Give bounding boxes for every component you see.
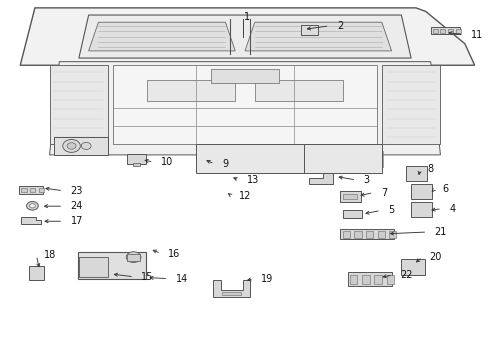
Bar (255, 80, 343, 101)
Bar (433, 29, 438, 33)
Polygon shape (89, 22, 235, 51)
Text: 7: 7 (381, 188, 387, 198)
Bar (411, 184, 432, 199)
Text: 22: 22 (400, 270, 413, 280)
Text: 5: 5 (388, 206, 394, 216)
Bar (29, 266, 44, 280)
Circle shape (81, 142, 91, 149)
Bar (347, 272, 392, 286)
Polygon shape (20, 8, 475, 65)
Bar (387, 275, 394, 284)
Polygon shape (196, 144, 304, 173)
Bar (39, 188, 44, 192)
Polygon shape (382, 65, 441, 144)
Bar (448, 29, 453, 33)
Bar (311, 151, 320, 167)
Bar (221, 292, 241, 296)
Text: 16: 16 (168, 248, 180, 258)
Text: 6: 6 (442, 184, 448, 194)
Bar (127, 254, 141, 261)
Bar (79, 257, 108, 277)
Text: 10: 10 (161, 157, 173, 167)
Text: 4: 4 (449, 204, 455, 214)
Bar (411, 202, 432, 217)
Text: 20: 20 (430, 252, 442, 262)
Bar (19, 186, 43, 194)
Bar (401, 259, 425, 275)
Text: 18: 18 (44, 250, 56, 260)
Text: 19: 19 (261, 274, 273, 284)
Polygon shape (113, 65, 377, 144)
Bar (343, 194, 357, 199)
Text: 24: 24 (71, 201, 83, 211)
Circle shape (126, 252, 141, 262)
Bar (366, 231, 373, 238)
Bar (340, 192, 361, 202)
Bar (78, 252, 147, 279)
Polygon shape (245, 22, 392, 51)
Text: 2: 2 (337, 21, 343, 31)
Text: 17: 17 (71, 216, 83, 226)
Circle shape (63, 139, 80, 152)
Text: 3: 3 (364, 175, 370, 185)
Bar (127, 154, 147, 164)
Polygon shape (304, 144, 382, 173)
Text: 13: 13 (246, 175, 259, 185)
Bar (431, 27, 460, 35)
Bar (343, 231, 350, 238)
Text: 23: 23 (71, 186, 83, 196)
Circle shape (67, 143, 76, 149)
Bar (133, 163, 141, 166)
Bar (389, 231, 396, 238)
Bar (278, 150, 286, 168)
Bar (196, 152, 203, 159)
Bar (441, 29, 445, 33)
Bar (340, 229, 394, 239)
Bar (374, 151, 383, 167)
Bar (30, 188, 35, 192)
Text: 15: 15 (142, 272, 154, 282)
Text: 1: 1 (244, 12, 250, 22)
Polygon shape (79, 15, 411, 58)
Text: 21: 21 (435, 227, 447, 237)
Bar (259, 150, 267, 168)
Bar (301, 25, 319, 35)
Bar (203, 150, 211, 168)
Polygon shape (49, 65, 108, 144)
Bar (374, 275, 382, 284)
Circle shape (26, 202, 38, 210)
Bar (327, 151, 336, 167)
Bar (222, 150, 230, 168)
Bar (377, 231, 385, 238)
Bar (343, 151, 351, 167)
Text: 11: 11 (471, 30, 484, 40)
Bar (406, 166, 427, 181)
Text: 8: 8 (427, 164, 433, 174)
Bar (147, 80, 235, 101)
Polygon shape (309, 173, 333, 184)
Polygon shape (213, 280, 250, 297)
Bar (21, 188, 26, 192)
Bar (211, 69, 279, 83)
Polygon shape (54, 137, 108, 155)
Bar (343, 210, 362, 218)
Bar (359, 151, 368, 167)
Bar (362, 275, 369, 284)
Bar (241, 150, 248, 168)
Bar (296, 150, 304, 168)
Text: 14: 14 (175, 274, 188, 284)
Text: 12: 12 (239, 191, 251, 201)
Text: 9: 9 (222, 159, 228, 169)
Bar (354, 231, 362, 238)
Polygon shape (21, 217, 41, 224)
Circle shape (29, 204, 35, 208)
Polygon shape (49, 62, 441, 155)
Bar (350, 275, 357, 284)
Bar (456, 29, 461, 33)
